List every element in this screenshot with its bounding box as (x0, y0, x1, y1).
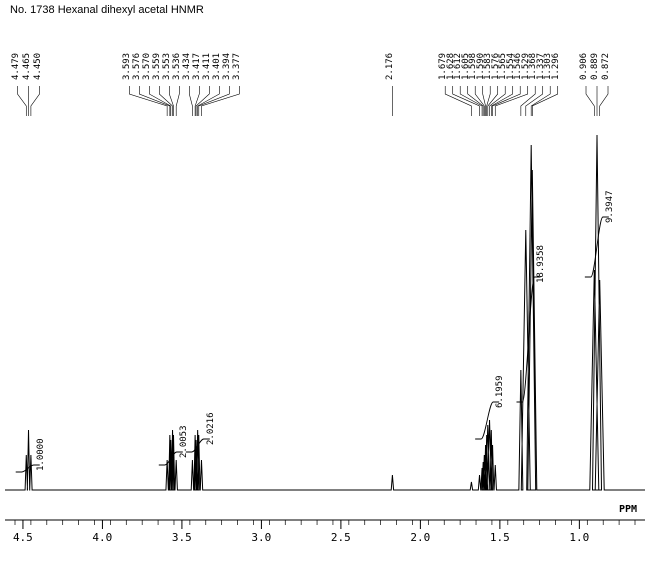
integral-label: 18.9358 (536, 245, 546, 283)
x-tick-label: 2.0 (410, 531, 430, 544)
peak-label: 3.377 (232, 53, 242, 80)
peak-label: 3.593 (122, 53, 132, 80)
x-tick-label: 3.0 (251, 531, 271, 544)
x-tick-label: 2.5 (331, 531, 351, 544)
integral-label: 2.0053 (179, 425, 189, 458)
peak-label: 3.536 (172, 53, 182, 80)
peak-label: 0.872 (601, 53, 611, 80)
integral-label: 1.0000 (36, 438, 46, 471)
integral-label: 2.0216 (206, 412, 216, 445)
x-tick-label: 4.0 (92, 531, 112, 544)
x-tick-label: 4.5 (13, 531, 33, 544)
x-tick-label: 1.5 (490, 531, 510, 544)
peak-label: 2.176 (385, 53, 395, 80)
peak-label: 3.559 (152, 53, 162, 80)
peak-label: 4.479 (11, 53, 21, 80)
integral-label: 9.3947 (605, 190, 615, 223)
peak-label: 3.576 (132, 53, 142, 80)
x-axis-label: PPM (619, 504, 637, 515)
peak-label: 3.553 (162, 53, 172, 80)
integral-label: 6.1959 (495, 375, 505, 408)
peak-label: 3.411 (202, 53, 212, 80)
nmr-plot: PPM 1.0000 2.0053 2.0216 6.1959 18.9358 9.394… (5, 20, 645, 550)
peak-label: 4.465 (22, 53, 32, 80)
peak-label: 3.417 (192, 53, 202, 80)
peak-label: 4.450 (33, 53, 43, 80)
peak-label: 3.394 (222, 53, 232, 80)
peak-label: 3.434 (182, 53, 192, 80)
peak-label: 3.401 (212, 53, 222, 80)
peak-label: 3.570 (142, 53, 152, 80)
spectrum-svg (5, 20, 645, 550)
x-tick-label: 3.5 (172, 531, 192, 544)
peak-label: 0.906 (579, 53, 589, 80)
x-tick-label: 1.0 (569, 531, 589, 544)
peak-label: 1.296 (551, 53, 561, 80)
chart-title: No. 1738 Hexanal dihexyl acetal HNMR (10, 4, 204, 16)
peak-label: 0.889 (590, 53, 600, 80)
